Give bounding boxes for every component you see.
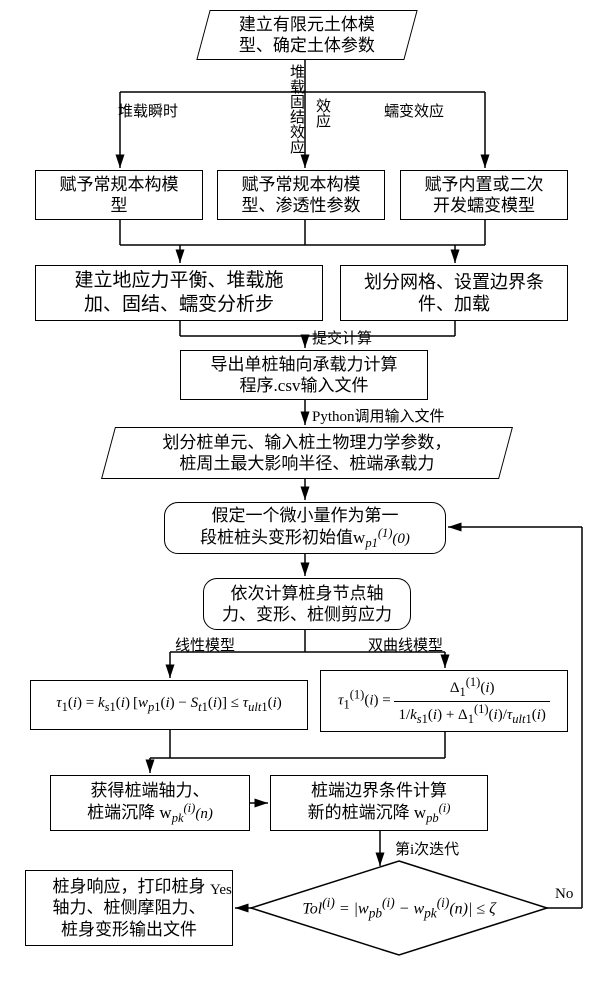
e1-text: 划分桩单元、输入桩土物理力学参数，桩周土最大影响半径、桩端承载力	[109, 432, 505, 475]
formula-tol: Tol(i) = |wpb(i) − wpk(i)(n)| ≤ ζ	[250, 860, 548, 956]
c1-text: 建立地应力平衡、堆载施加、固结、蠕变分析步	[74, 269, 283, 317]
label-right-branch: 蠕变效应	[384, 100, 444, 121]
label-python: Python调用输入文件	[312, 405, 445, 426]
i2-text: 桩端边界条件计算新的桩端沉降 wpb(i)	[308, 780, 451, 827]
node-g1: 依次计算桩身节点轴力、变形、桩侧剪应力	[203, 578, 411, 630]
d1-text: 导出单桩轴向承载力计算程序.csv输入文件	[211, 354, 398, 397]
label-left-branch: 堆载瞬时	[118, 100, 178, 121]
i1-text: 获得桩端轴力、桩端沉降 wpk(i)(n)	[87, 780, 213, 827]
node-f1: 假定一个微小量作为第一段桩桩头变形初始值wp1(1)(0)	[164, 502, 446, 554]
g1-text: 依次计算桩身节点轴力、变形、桩侧剪应力	[222, 583, 392, 626]
label-submit: 提交计算	[312, 327, 372, 348]
formula-linear: τ1(i) = ks1(i) [wp1(i) − St1(i)] ≤ τult1…	[56, 694, 282, 716]
node-b2: 赋予常规本构模型、渗透性参数	[217, 170, 385, 220]
b3-text: 赋予内置或二次开发蠕变模型	[425, 174, 544, 217]
decision-node: Tol(i) = |wpb(i) − wpk(i)(n)| ≤ ζ	[250, 860, 548, 956]
formula-hyperbolic: τ1(1)(i) = Δ1(1)(i) 1/ks1(i) + Δ1(1)(i)/…	[338, 675, 550, 727]
node-i2: 桩端边界条件计算新的桩端沉降 wpb(i)	[270, 775, 488, 831]
c2-text: 划分网格、设置边界条件、加载	[364, 271, 544, 316]
node-c2: 划分网格、设置边界条件、加载	[340, 265, 568, 321]
label-no: No	[555, 886, 573, 903]
start-node: 建立有限元土体模型、确定土体参数	[196, 10, 417, 60]
node-d1: 导出单桩轴向承载力计算程序.csv输入文件	[180, 350, 428, 400]
b2-text: 赋予常规本构模型、渗透性参数	[242, 174, 361, 217]
node-e1: 划分桩单元、输入桩土物理力学参数，桩周土最大影响半径、桩端承载力	[101, 427, 513, 479]
label-center-branch: 堆载固结效应	[286, 64, 307, 154]
start-text: 建立有限元土体模型、确定土体参数	[204, 14, 410, 57]
j1-text: 桩身响应，打印桩身轴力、桩侧摩阻力、桩身变形输出文件	[53, 876, 206, 940]
label-center-extra: 效应	[312, 98, 333, 128]
node-h2-hyperbolic: τ1(1)(i) = Δ1(1)(i) 1/ks1(i) + Δ1(1)(i)/…	[320, 670, 568, 732]
label-yes: Yes	[210, 882, 232, 899]
node-j1-output: 桩身响应，打印桩身轴力、桩侧摩阻力、桩身变形输出文件	[25, 870, 233, 946]
label-iter: 第i次迭代	[395, 838, 459, 859]
label-hyperbolic: 双曲线模型	[368, 634, 443, 655]
node-i1: 获得桩端轴力、桩端沉降 wpk(i)(n)	[50, 775, 250, 831]
node-c1: 建立地应力平衡、堆载施加、固结、蠕变分析步	[35, 265, 323, 321]
b1-text: 赋予常规本构模型	[60, 174, 179, 217]
f1-text: 假定一个微小量作为第一段桩桩头变形初始值wp1(1)(0)	[200, 505, 410, 552]
node-b3: 赋予内置或二次开发蠕变模型	[400, 170, 568, 220]
label-linear: 线性模型	[175, 634, 235, 655]
node-h1-linear: τ1(i) = ks1(i) [wp1(i) − St1(i)] ≤ τult1…	[30, 680, 308, 730]
node-b1: 赋予常规本构模型	[35, 170, 203, 220]
